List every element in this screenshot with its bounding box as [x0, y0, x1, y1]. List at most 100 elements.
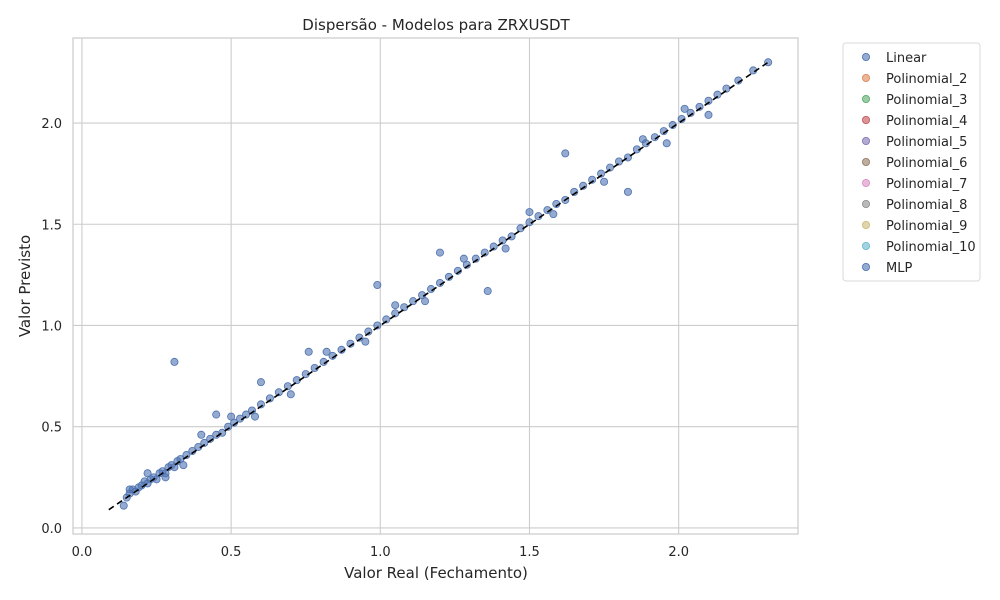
x-tick-label: 1.0: [370, 545, 391, 560]
legend: Linear Polinomial_2 Polinomial_3 Polinomial…: [842, 42, 981, 282]
data-point: [686, 108, 695, 117]
data-point: [597, 169, 606, 178]
data-point: [206, 434, 215, 443]
data-point: [125, 485, 134, 494]
data-point: [182, 451, 191, 460]
legend-label: MLP: [886, 261, 912, 276]
data-point: [471, 254, 480, 263]
data-point: [242, 410, 251, 419]
reference-line: [108, 61, 769, 511]
data-point: [588, 175, 597, 184]
y-axis-label: Valor Previsto: [16, 235, 34, 337]
legend-label: Polinomial_7: [886, 177, 967, 192]
legend-marker: [862, 53, 871, 62]
legend-marker: [862, 116, 871, 125]
data-point: [274, 388, 283, 397]
data-point: [197, 430, 206, 439]
y-tick-label: 0.5: [41, 421, 62, 436]
data-point: [614, 157, 623, 166]
legend-marker: [862, 199, 871, 208]
legend-label: Polinomial_8: [886, 198, 967, 213]
data-point: [373, 321, 382, 330]
data-point: [713, 90, 722, 99]
x-axis-label: Valor Real (Fechamento): [344, 564, 528, 582]
data-point: [480, 248, 489, 257]
legend-marker: [862, 178, 871, 187]
data-point: [421, 297, 430, 306]
legend-marker: [862, 74, 871, 83]
legend-marker: [862, 95, 871, 104]
legend-marker: [862, 241, 871, 250]
x-tick-label: 0.0: [72, 545, 93, 560]
data-point: [256, 400, 265, 409]
plot-frame: [72, 37, 799, 535]
legend-label: Polinomial_4: [886, 114, 967, 129]
data-point: [382, 315, 391, 324]
data-point: [227, 412, 236, 421]
x-tick-label: 1.5: [519, 545, 540, 560]
data-point: [704, 110, 713, 119]
data-point: [170, 357, 179, 366]
data-point: [212, 410, 221, 419]
data-point: [355, 333, 364, 342]
legend-label: Polinomial_2: [886, 72, 967, 87]
data-point: [265, 394, 274, 403]
data-point: [459, 254, 468, 263]
data-point: [722, 84, 731, 93]
data-point: [549, 210, 558, 219]
legend-marker: [862, 220, 871, 229]
data-point: [662, 139, 671, 148]
y-tick-label: 1.5: [41, 218, 62, 233]
data-point: [579, 181, 588, 190]
data-point: [391, 301, 400, 310]
data-point: [179, 461, 188, 470]
data-point: [361, 337, 370, 346]
data-point: [373, 280, 382, 289]
legend-label: Polinomial_5: [886, 135, 967, 150]
data-point: [680, 104, 689, 113]
data-points: [119, 58, 773, 510]
legend-label: Linear: [886, 51, 927, 66]
data-point: [570, 187, 579, 196]
data-point: [489, 242, 498, 251]
legend-label: Polinomial_6: [886, 156, 967, 171]
y-tick-label: 1.0: [41, 319, 62, 334]
data-point: [704, 96, 713, 105]
y-tick-label: 0.0: [41, 522, 62, 537]
data-point: [286, 390, 295, 399]
data-point: [256, 378, 265, 387]
tick-labels: 0.0 0.5 1.0 1.5 2.0 0.0 0.5 1.0 1.5 2.0: [41, 117, 689, 560]
legend-label: Polinomial_9: [886, 219, 967, 234]
data-point: [161, 473, 170, 482]
data-point: [525, 208, 534, 217]
data-point: [200, 438, 209, 447]
data-point: [364, 327, 373, 336]
legend-label: Polinomial_10: [886, 240, 976, 255]
data-point: [346, 339, 355, 348]
data-point: [304, 347, 313, 356]
data-point: [250, 412, 259, 421]
data-point: [322, 347, 331, 356]
data-point: [119, 501, 128, 510]
y-tick-label: 2.0: [41, 117, 62, 132]
data-point: [638, 135, 647, 144]
data-point: [501, 244, 510, 253]
data-point: [695, 102, 704, 111]
data-point: [435, 248, 444, 257]
data-point: [623, 187, 632, 196]
x-tick-label: 0.5: [221, 545, 242, 560]
data-point: [677, 114, 686, 123]
data-point: [600, 177, 609, 186]
legend-box: [842, 42, 981, 282]
legend-label: Polinomial_3: [886, 93, 967, 108]
data-point: [606, 163, 615, 172]
data-point: [283, 382, 292, 391]
chart-title: Dispersão - Modelos para ZRXUSDT: [302, 16, 570, 34]
legend-marker: [862, 157, 871, 166]
data-point: [561, 149, 570, 158]
x-tick-label: 2.0: [668, 545, 689, 560]
legend-marker: [862, 136, 871, 145]
data-point: [224, 422, 233, 431]
